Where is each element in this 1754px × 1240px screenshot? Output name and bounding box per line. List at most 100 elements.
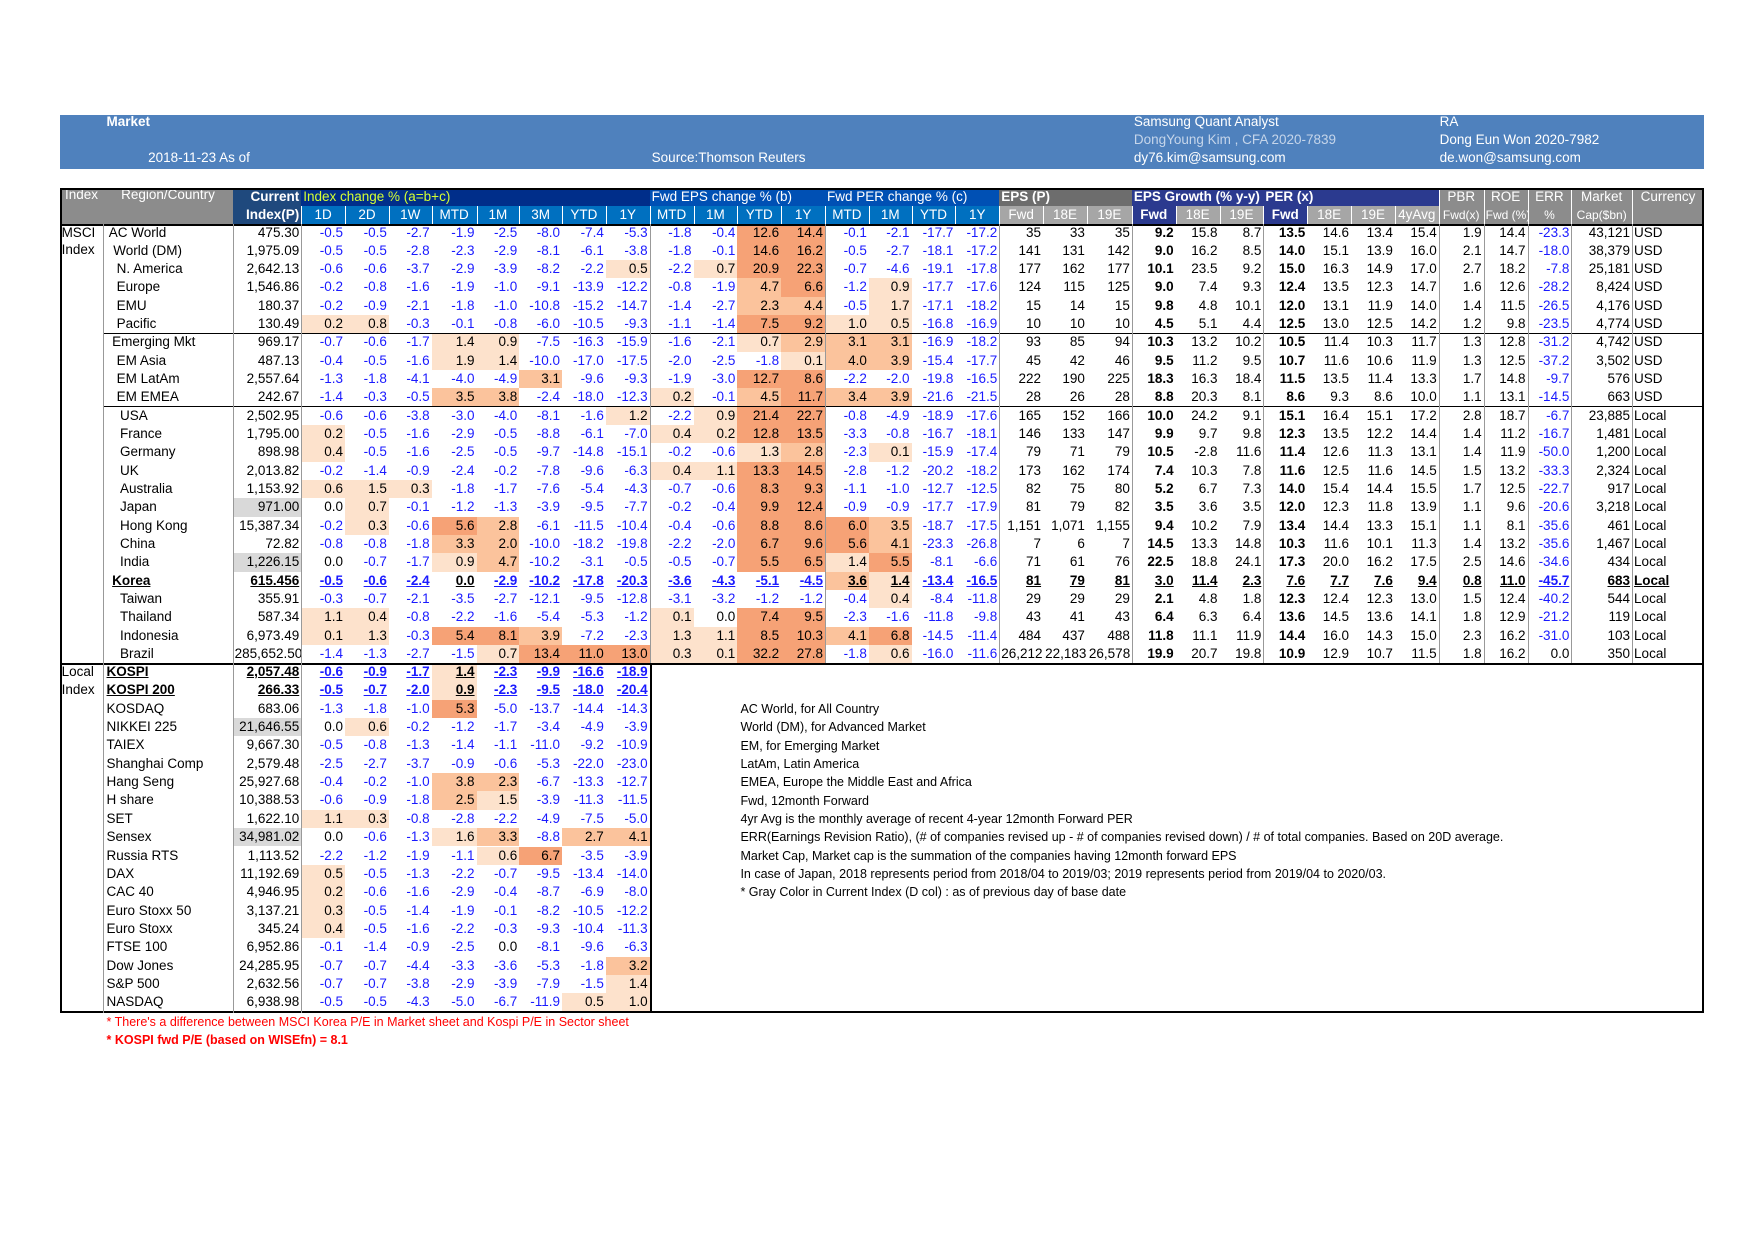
cell-value: -1.0 <box>494 297 518 313</box>
cell-value: -1.1 <box>668 316 692 332</box>
cell-value: 5.2 <box>1154 481 1174 496</box>
cell-value: -2.3 <box>451 242 475 258</box>
cell-value: 1.0 <box>825 315 869 334</box>
cell-value: 81 <box>1114 572 1130 588</box>
cell-value: 2.8 <box>781 443 825 462</box>
note: AC World, for All Country <box>740 702 880 717</box>
cell-value: 10.3 <box>1366 334 1393 350</box>
cell-value: -1.7 <box>494 481 518 496</box>
cell-value: 1.4 <box>1462 535 1482 551</box>
cell-value: 14.5 <box>781 461 825 480</box>
column-header: Current <box>250 188 300 204</box>
rule <box>103 663 105 1013</box>
cell-value: 11.4 <box>1323 334 1350 350</box>
cell-value: -21.5 <box>966 389 998 405</box>
rule <box>232 663 234 1013</box>
note: LatAm, Latin America <box>740 757 860 772</box>
cell-value: -1.6 <box>406 426 430 442</box>
group-header: PER (x) <box>1265 188 1314 204</box>
sub-header: 1Y <box>794 206 812 222</box>
cell-value: -0.8 <box>363 535 387 551</box>
cell-value: 18.2 <box>1499 261 1526 277</box>
cell-value: 13.5 <box>1322 371 1350 387</box>
cell-value: 2.9 <box>781 333 825 352</box>
cell-value: -0.2 <box>319 462 344 478</box>
cell-value: 0.9 <box>693 406 738 426</box>
header-cell <box>103 187 233 224</box>
cell-value: 4.1 <box>868 534 912 554</box>
cell-value: -2.9 <box>494 242 518 258</box>
cell-value: 11.9 <box>1411 352 1437 368</box>
cell-value: 3.0 <box>1154 572 1174 588</box>
cell-value: 11.7 <box>1411 334 1437 350</box>
cell-value: Local <box>1634 499 1667 515</box>
cell-value: -3.5 <box>451 590 475 606</box>
cell-value: -0.2 <box>494 462 518 478</box>
cell-value: 4.4 <box>781 296 825 316</box>
cell-value: 24.2 <box>1191 407 1218 423</box>
cell-value: 3.5 <box>868 516 912 535</box>
cell-value: 20.9 <box>737 260 782 279</box>
cell-value: 11.0 <box>1499 572 1526 588</box>
cell-value: -23.3 <box>922 535 954 551</box>
cell-value: -9.7 <box>536 444 560 460</box>
cell-value: 13.4 <box>1366 224 1393 240</box>
cell-value: -1.6 <box>406 279 430 295</box>
cell-value: 2.0 <box>476 534 520 554</box>
cell-value: 1.4 <box>1462 444 1482 460</box>
cell-value: -0.4 <box>712 224 736 240</box>
current-index: 587.34 <box>257 609 300 625</box>
cell-value: -2.8 <box>406 242 430 258</box>
cell-value: 1.1 <box>1462 517 1482 533</box>
header-cell <box>911 205 956 224</box>
cell-value: 12.3 <box>1366 590 1393 606</box>
cell-value: -0.5 <box>319 224 344 240</box>
cell-value: Local <box>1634 481 1667 496</box>
cell-value: 0.5 <box>605 260 650 279</box>
cell-value: -2.2 <box>451 609 475 625</box>
cell-value: 10.6 <box>1366 352 1393 368</box>
cell-value: -1.3 <box>319 371 344 387</box>
cell-value: 61 <box>1069 554 1085 570</box>
cell-value: -1.8 <box>363 371 387 387</box>
cell-value: 8.1 <box>1242 389 1262 405</box>
analyst-email: dy76.kim@samsung.com <box>1133 150 1286 166</box>
cell-value: 11.2 <box>1192 352 1218 368</box>
cell-value: -2.5 <box>712 352 736 368</box>
cell-value: -14.8 <box>573 444 604 460</box>
row-name: AC World <box>108 224 167 240</box>
header-cell <box>301 187 650 206</box>
header-cell <box>232 187 302 224</box>
cell-value: 1.4 <box>476 351 520 371</box>
cell-value: -5.4 <box>536 609 560 625</box>
cell-value: -17.7 <box>922 279 954 295</box>
cell-value: -2.9 <box>451 426 475 442</box>
cell-value: -3.8 <box>406 407 430 423</box>
cell-value: 1,467 <box>1596 535 1631 551</box>
group-header: Fwd PER change % (c) <box>827 188 968 204</box>
cell-value: 8.7 <box>1242 224 1262 240</box>
cell-value: 14.0 <box>1278 242 1306 258</box>
cell-value: 1.1 <box>301 608 346 627</box>
cell-value: USD <box>1634 297 1663 313</box>
cell-value: -2.2 <box>668 535 692 551</box>
cell-value: 13.5 <box>1322 426 1350 442</box>
cell-value: -15.4 <box>922 352 954 368</box>
cell-value: -1.8 <box>668 242 692 258</box>
cell-value: -6.1 <box>580 426 604 442</box>
cell-value: -1.6 <box>406 444 430 460</box>
rule <box>301 663 303 1013</box>
cell-value: -21.6 <box>922 389 954 405</box>
cell-value: 13.9 <box>1410 499 1437 515</box>
cell-value: 13.5 <box>1278 224 1306 240</box>
cell-value: Local <box>1634 517 1667 533</box>
cell-value: 13.2 <box>1499 462 1526 478</box>
cell-value: -0.6 <box>319 407 344 423</box>
cell-value: 3.1 <box>868 333 912 352</box>
cell-value: 14.7 <box>1499 242 1526 258</box>
cell-value: 9.2 <box>1154 224 1174 240</box>
cell-value: 75 <box>1069 481 1085 496</box>
cell-value: -13.4 <box>922 572 954 588</box>
header-cell <box>519 205 562 224</box>
cell-value: 5.5 <box>737 553 782 572</box>
